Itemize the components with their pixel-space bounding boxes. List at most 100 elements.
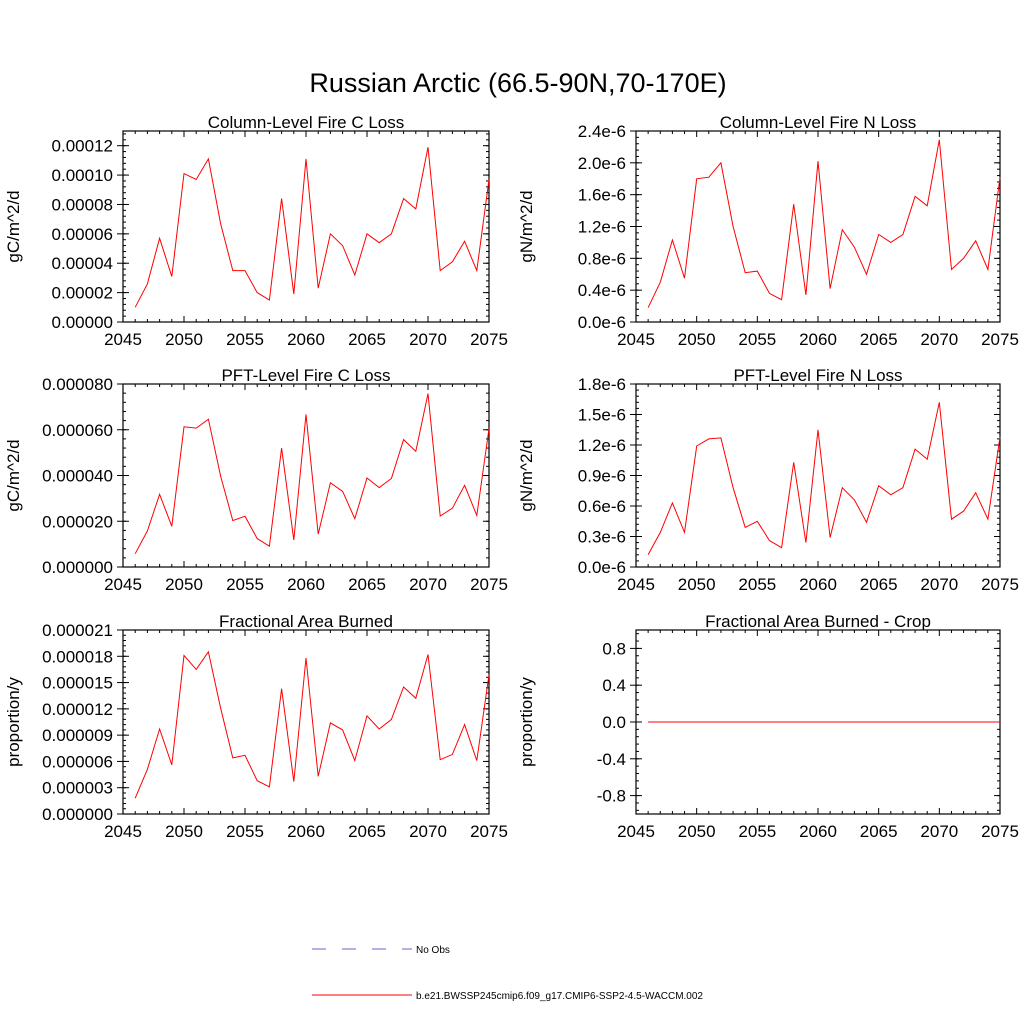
y-tick-label: 1.6e-6	[578, 186, 626, 205]
plot-frame	[635, 383, 1001, 568]
y-tick-label: 1.2e-6	[578, 436, 626, 455]
y-axis-label: proportion/y	[4, 677, 23, 767]
x-tick-label: 2060	[287, 822, 325, 841]
y-tick-label: -0.4	[597, 750, 626, 769]
x-tick-label: 2060	[799, 575, 837, 594]
y-axis-label: gC/m^2/d	[4, 190, 23, 262]
x-tick-label: 2045	[617, 575, 655, 594]
y-tick-label: 0.00004	[52, 254, 113, 273]
y-tick-label: 0.3e-6	[578, 528, 626, 547]
x-tick-label: 2045	[104, 330, 142, 349]
x-tick-label: 2050	[678, 575, 716, 594]
y-tick-label: -0.8	[597, 787, 626, 806]
plot-frame	[122, 629, 490, 815]
chart-title: PFT-Level Fire N Loss	[733, 366, 902, 385]
y-axis-label: gN/m^2/d	[517, 190, 536, 262]
chart-title: Column-Level Fire C Loss	[208, 113, 405, 132]
x-tick-label: 2055	[226, 575, 264, 594]
x-tick-label: 2075	[981, 822, 1019, 841]
x-tick-label: 2045	[617, 330, 655, 349]
y-tick-label: 0.000003	[42, 779, 113, 798]
x-tick-label: 2070	[409, 330, 447, 349]
chart-panel-5: Fractional Area Burned proportion/y 2045 20…	[4, 612, 508, 841]
y-tick-label: 0.00012	[52, 137, 113, 156]
y-tick-label: 0.0	[602, 713, 626, 732]
x-tick-label: 2065	[860, 575, 898, 594]
y-tick-label: 1.5e-6	[578, 406, 626, 425]
x-tick-label: 2055	[738, 822, 776, 841]
y-tick-label: 2.4e-6	[578, 122, 626, 141]
y-tick-label: 0.00002	[52, 284, 113, 303]
y-tick-label: 1.8e-6	[578, 375, 626, 394]
chart-title: Fractional Area Burned	[219, 612, 393, 631]
x-tick-label: 2055	[738, 330, 776, 349]
x-tick-label: 2060	[799, 822, 837, 841]
chart-title: PFT-Level Fire C Loss	[221, 366, 390, 385]
chart-title: Column-Level Fire N Loss	[720, 113, 917, 132]
y-tick-label: 0.000015	[42, 674, 113, 693]
x-tick-label: 2070	[409, 575, 447, 594]
x-tick-label: 2075	[981, 330, 1019, 349]
y-tick-label: 0.0e-6	[578, 558, 626, 577]
x-tick-label: 2050	[165, 575, 203, 594]
x-tick-label: 2065	[860, 822, 898, 841]
x-tick-label: 2055	[226, 822, 264, 841]
x-tick-label: 2050	[678, 822, 716, 841]
series-line	[134, 393, 490, 554]
chart-panel-1: Column-Level Fire C Loss gC/m^2/d 2045 2050…	[4, 113, 508, 349]
x-tick-label: 2045	[104, 575, 142, 594]
x-tick-label: 2045	[617, 822, 655, 841]
series-line	[134, 650, 490, 799]
y-tick-label: 0.000021	[42, 621, 113, 640]
legend-model-label: b.e21.BWSSP245cmip6.f09_g17.CMIP6-SSP2-4…	[416, 991, 703, 1002]
figure-title: Russian Arctic (66.5-90N,70-170E)	[309, 68, 726, 98]
x-tick-label: 2045	[104, 822, 142, 841]
chart-panel-6: Fractional Area Burned - Crop proportion/…	[517, 612, 1019, 841]
y-tick-label: 0.000006	[42, 752, 113, 771]
x-tick-label: 2075	[470, 822, 508, 841]
y-tick-label: 0.000080	[42, 375, 113, 394]
panels-group: Column-Level Fire C Loss gC/m^2/d 2045 2050…	[4, 113, 1019, 841]
chart-panel-2: Column-Level Fire N Loss gN/m^2/d 2045 2050…	[517, 113, 1019, 349]
series-line	[647, 139, 1001, 308]
y-tick-label: 0.00010	[52, 166, 113, 185]
y-tick-label: 0.000012	[42, 700, 113, 719]
x-tick-label: 2070	[920, 575, 958, 594]
x-tick-label: 2050	[678, 330, 716, 349]
y-axis-label: gC/m^2/d	[4, 439, 23, 511]
x-tick-label: 2065	[348, 575, 386, 594]
x-tick-label: 2050	[165, 822, 203, 841]
x-tick-label: 2075	[470, 330, 508, 349]
y-tick-label: 1.2e-6	[578, 218, 626, 237]
x-tick-label: 2050	[165, 330, 203, 349]
x-tick-label: 2065	[348, 330, 386, 349]
x-tick-label: 2075	[470, 575, 508, 594]
y-tick-label: 0.000018	[42, 647, 113, 666]
y-axis-label: gN/m^2/d	[517, 439, 536, 511]
y-tick-label: 0.000000	[42, 558, 113, 577]
y-tick-label: 0.000000	[42, 805, 113, 824]
y-tick-label: 0.000060	[42, 421, 113, 440]
x-tick-label: 2070	[409, 822, 447, 841]
y-axis-label: proportion/y	[517, 677, 536, 767]
x-tick-label: 2060	[287, 330, 325, 349]
x-tick-label: 2065	[348, 822, 386, 841]
y-tick-label: 0.000009	[42, 726, 113, 745]
y-tick-label: 0.9e-6	[578, 467, 626, 486]
series-line	[647, 402, 1001, 556]
y-tick-label: 0.4	[602, 676, 626, 695]
y-tick-label: 0.0e-6	[578, 313, 626, 332]
y-tick-label: 0.00006	[52, 225, 113, 244]
x-tick-label: 2065	[860, 330, 898, 349]
series-line	[134, 147, 490, 308]
chart-panel-3: PFT-Level Fire C Loss gC/m^2/d 2045 2050 205…	[4, 366, 508, 594]
x-tick-label: 2070	[920, 822, 958, 841]
y-tick-label: 0.8	[602, 639, 626, 658]
legend-no-obs-label: No Obs	[416, 945, 450, 956]
y-tick-label: 0.00008	[52, 195, 113, 214]
chart-title: Fractional Area Burned - Crop	[705, 612, 931, 631]
chart-panel-4: PFT-Level Fire N Loss gN/m^2/d 2045 2050 205…	[517, 366, 1019, 594]
x-tick-label: 2060	[799, 330, 837, 349]
y-tick-label: 0.4e-6	[578, 281, 626, 300]
